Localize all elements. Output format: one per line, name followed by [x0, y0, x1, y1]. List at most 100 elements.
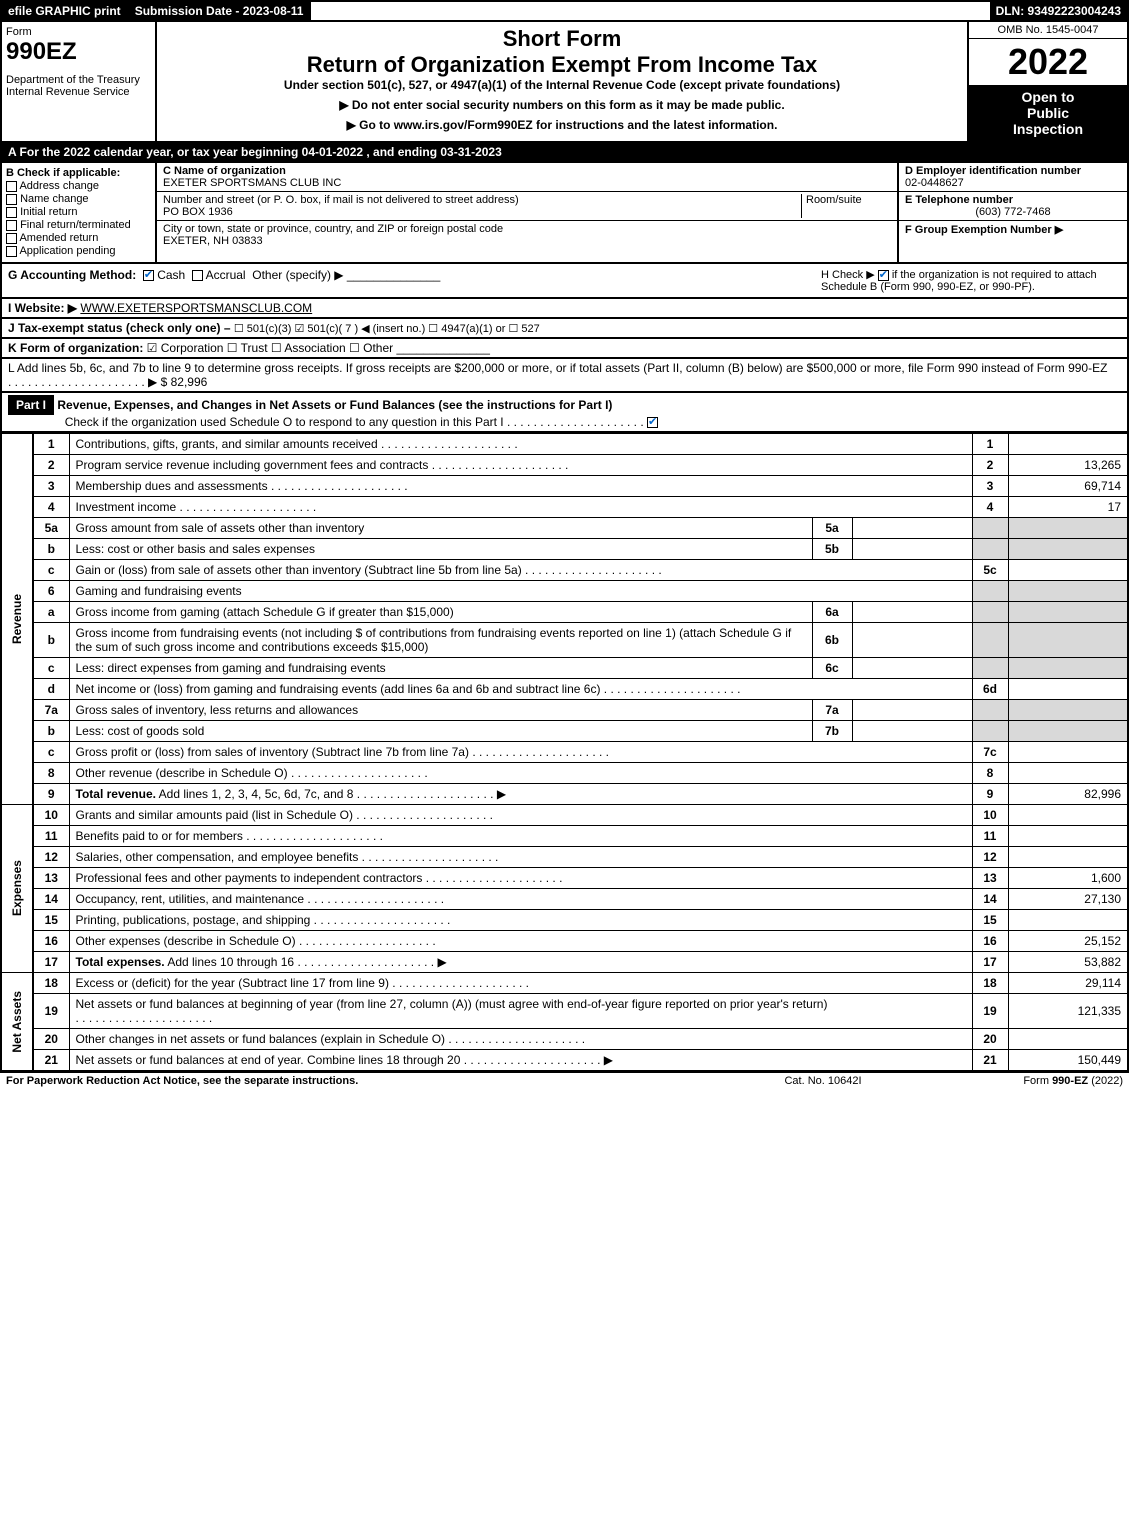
- cb-final-return[interactable]: Final return/terminated: [6, 219, 151, 231]
- right-val: [1008, 658, 1128, 679]
- k-label: K Form of organization:: [8, 341, 143, 355]
- cb-part1-o[interactable]: [647, 417, 658, 428]
- cb-lbl: Amended return: [19, 232, 98, 244]
- omb-number: OMB No. 1545-0047: [969, 22, 1127, 39]
- section-i: I Website: ▶ WWW.EXETERSPORTSMANSCLUB.CO…: [0, 299, 1129, 319]
- b-label: B Check if applicable:: [6, 167, 151, 179]
- right-num: 1: [972, 434, 1008, 455]
- line-num: b: [33, 539, 69, 560]
- line-num: 17: [33, 952, 69, 973]
- cb-cash[interactable]: [143, 270, 154, 281]
- j-opts: ☐ 501(c)(3) ☑ 501(c)( 7 ) ◀ (insert no.)…: [234, 323, 540, 335]
- tax-year: 2022: [969, 39, 1127, 85]
- g-other: Other (specify) ▶: [252, 268, 343, 282]
- cb-lbl: Initial return: [20, 206, 77, 218]
- right-val: [1008, 539, 1128, 560]
- right-num: 4: [972, 497, 1008, 518]
- cb-initial-return[interactable]: Initial return: [6, 206, 151, 218]
- line-num: 13: [33, 868, 69, 889]
- sub-val: [852, 623, 972, 658]
- top-bar: efile GRAPHIC print Submission Date - 20…: [0, 0, 1129, 22]
- line-desc: Program service revenue including govern…: [69, 455, 972, 476]
- part1-title: Revenue, Expenses, and Changes in Net As…: [57, 398, 612, 412]
- line-row: 20Other changes in net assets or fund ba…: [1, 1029, 1128, 1050]
- right-val: [1008, 581, 1128, 602]
- line-desc: Membership dues and assessments: [69, 476, 972, 497]
- line-desc: Gross income from gaming (attach Schedul…: [69, 602, 812, 623]
- efile-label[interactable]: efile GRAPHIC print: [2, 2, 129, 20]
- line-desc: Gross amount from sale of assets other t…: [69, 518, 812, 539]
- line-row: 8Other revenue (describe in Schedule O) …: [1, 763, 1128, 784]
- line-desc: Other changes in net assets or fund bala…: [69, 1029, 972, 1050]
- line-row: 16Other expenses (describe in Schedule O…: [1, 931, 1128, 952]
- line-num: 10: [33, 805, 69, 826]
- website-link[interactable]: WWW.EXETERSPORTSMANSCLUB.COM: [80, 301, 312, 315]
- l-text: L Add lines 5b, 6c, and 7b to line 9 to …: [8, 361, 1107, 375]
- line-desc: Net assets or fund balances at beginning…: [69, 994, 972, 1029]
- i-label: I Website: ▶: [8, 301, 77, 315]
- right-num: 9: [972, 784, 1008, 805]
- footer-mid: Cat. No. 10642I: [723, 1075, 923, 1087]
- line-desc: Salaries, other compensation, and employ…: [69, 847, 972, 868]
- c-city-lbl: City or town, state or province, country…: [163, 223, 891, 235]
- cb-amended[interactable]: Amended return: [6, 232, 151, 244]
- open-l3: Inspection: [973, 121, 1123, 137]
- k-opts: ☑ Corporation ☐ Trust ☐ Association ☐ Ot…: [147, 341, 393, 355]
- e-tel-lbl: E Telephone number: [905, 194, 1121, 206]
- right-num: 6d: [972, 679, 1008, 700]
- right-num: 17: [972, 952, 1008, 973]
- right-val: 150,449: [1008, 1050, 1128, 1072]
- cb-lbl: Application pending: [19, 245, 115, 257]
- irs-link[interactable]: ▶ Go to www.irs.gov/Form990EZ for instru…: [347, 118, 778, 132]
- cb-app-pending[interactable]: Application pending: [6, 245, 151, 257]
- cb-address-change[interactable]: Address change: [6, 180, 151, 192]
- right-num: [972, 623, 1008, 658]
- line-desc: Contributions, gifts, grants, and simila…: [69, 434, 972, 455]
- line-desc: Total revenue. Add lines 1, 2, 3, 4, 5c,…: [69, 784, 972, 805]
- line-row: 19Net assets or fund balances at beginni…: [1, 994, 1128, 1029]
- sub-val: [852, 602, 972, 623]
- right-num: [972, 518, 1008, 539]
- org-city: EXETER, NH 03833: [163, 235, 891, 247]
- cb-h[interactable]: [878, 270, 889, 281]
- line-desc: Gaming and fundraising events: [69, 581, 972, 602]
- section-l: L Add lines 5b, 6c, and 7b to line 9 to …: [0, 359, 1129, 393]
- line-desc: Investment income: [69, 497, 972, 518]
- right-num: 12: [972, 847, 1008, 868]
- line-row: 11Benefits paid to or for members 11: [1, 826, 1128, 847]
- form-word: Form: [6, 26, 151, 38]
- line-row: 14Occupancy, rent, utilities, and mainte…: [1, 889, 1128, 910]
- org-name: EXETER SPORTSMANS CLUB INC: [163, 177, 891, 189]
- line-num: 4: [33, 497, 69, 518]
- line-num: 8: [33, 763, 69, 784]
- right-val: [1008, 434, 1128, 455]
- right-num: 21: [972, 1050, 1008, 1072]
- dept-line2: Internal Revenue Service: [6, 86, 151, 98]
- d-ein-lbl: D Employer identification number: [905, 165, 1121, 177]
- j-label: J Tax-exempt status (check only one) –: [8, 321, 231, 335]
- right-num: 2: [972, 455, 1008, 476]
- line-desc: Excess or (deficit) for the year (Subtra…: [69, 973, 972, 994]
- cb-name-change[interactable]: Name change: [6, 193, 151, 205]
- line-num: 12: [33, 847, 69, 868]
- right-val: [1008, 518, 1128, 539]
- right-val: 1,600: [1008, 868, 1128, 889]
- sub-val: [852, 721, 972, 742]
- right-val: [1008, 847, 1128, 868]
- block-b-through-f: B Check if applicable: Address change Na…: [0, 163, 1129, 264]
- line-num: 7a: [33, 700, 69, 721]
- h-text1: H Check ▶: [821, 269, 878, 281]
- short-form-title: Short Form: [165, 26, 959, 52]
- c-street-lbl: Number and street (or P. O. box, if mail…: [163, 194, 801, 206]
- line-num: 21: [33, 1050, 69, 1072]
- line-desc: Other revenue (describe in Schedule O): [69, 763, 972, 784]
- line-num: a: [33, 602, 69, 623]
- dept-line1: Department of the Treasury: [6, 74, 151, 86]
- right-num: 8: [972, 763, 1008, 784]
- cb-accrual[interactable]: [192, 270, 203, 281]
- right-val: [1008, 721, 1128, 742]
- goto-link[interactable]: ▶ Go to www.irs.gov/Form990EZ for instru…: [165, 118, 959, 132]
- sub-num: 6c: [812, 658, 852, 679]
- line-desc: Gain or (loss) from sale of assets other…: [69, 560, 972, 581]
- line-desc: Less: cost or other basis and sales expe…: [69, 539, 812, 560]
